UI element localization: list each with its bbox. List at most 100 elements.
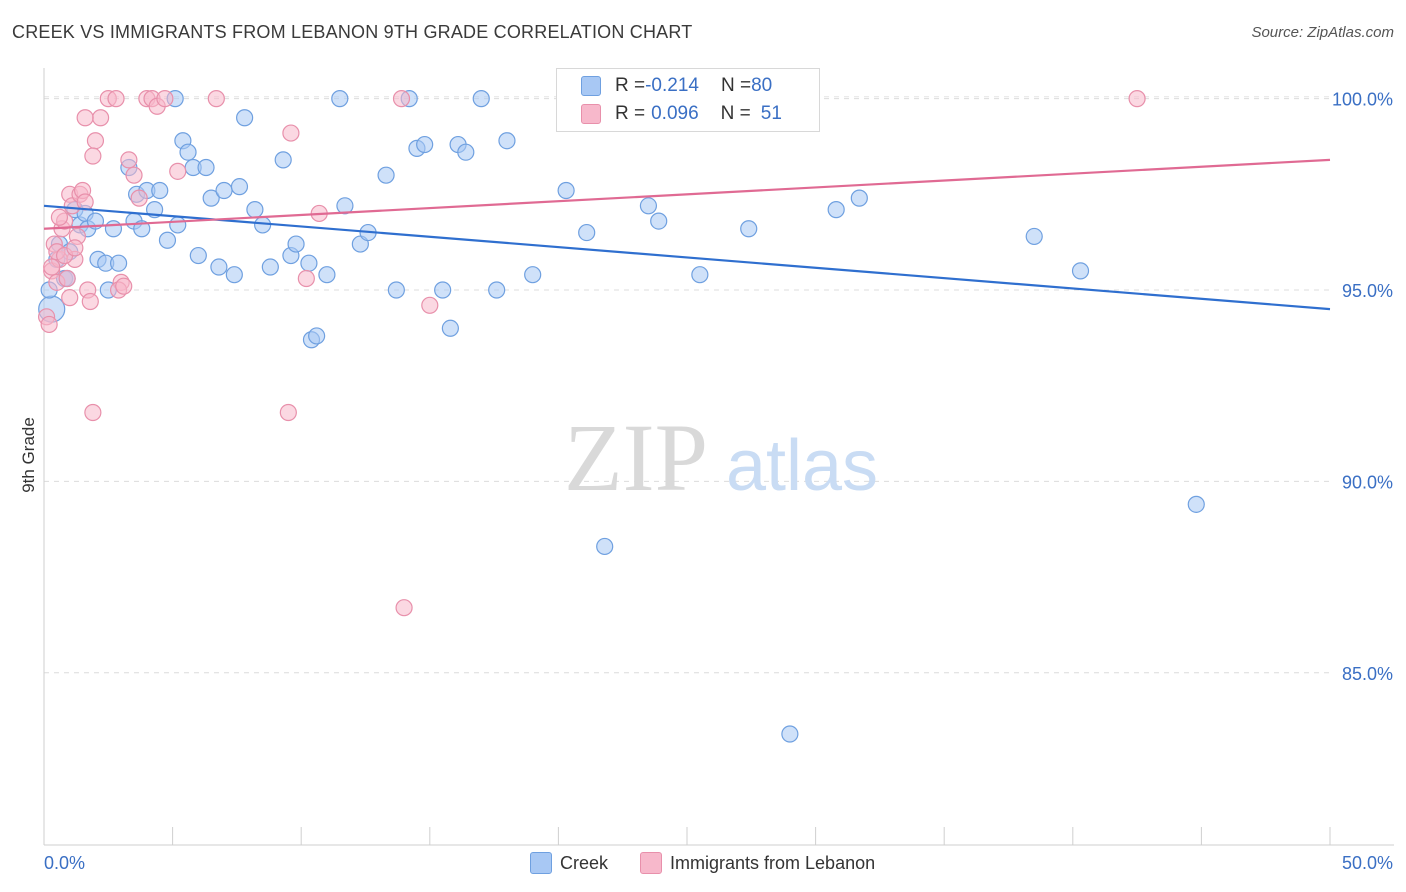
data-point: [81, 292, 99, 311]
x-tick-label: 0.0%: [44, 853, 85, 873]
legend-item-lebanon[interactable]: Immigrants from Lebanon: [640, 852, 875, 874]
stats-n-value: 80: [751, 75, 773, 96]
legend-label-creek: Creek: [560, 852, 609, 873]
data-point: [66, 239, 84, 257]
stats-r-value: -0.214: [645, 75, 699, 96]
y-tick-label: 90.0%: [1342, 472, 1393, 492]
data-point: [377, 166, 395, 184]
data-point: [279, 403, 297, 422]
data-point: [318, 266, 336, 284]
data-point: [40, 315, 58, 334]
data-point: [524, 266, 542, 284]
stats-n-label: N =: [720, 75, 752, 96]
x-tick-label: 50.0%: [1342, 853, 1393, 873]
data-point: [86, 132, 105, 150]
data-point: [300, 254, 318, 272]
source-label: Source: ZipAtlas.com: [1251, 24, 1394, 41]
data-point: [392, 90, 411, 108]
bottom-legend: Creek Immigrants from Lebanon: [530, 852, 897, 874]
data-point: [61, 289, 79, 307]
legend-swatch-creek: [530, 852, 552, 874]
data-point: [578, 223, 596, 242]
data-point: [441, 319, 459, 337]
data-point: [84, 147, 102, 165]
trend-lines: [43, 158, 1331, 311]
data-point: [691, 266, 709, 284]
stats-r-value: 0.096: [651, 103, 699, 124]
data-point: [387, 281, 405, 299]
data-point: [1187, 495, 1205, 513]
data-point: [197, 158, 215, 177]
data-point: [104, 220, 123, 238]
data-point: [151, 181, 169, 200]
stats-n-value: 51: [760, 103, 782, 124]
data-point: [84, 403, 102, 422]
data-point: [156, 90, 174, 108]
data-point: [781, 725, 799, 743]
data-point: [336, 197, 354, 215]
data-point: [639, 197, 658, 215]
data-point: [109, 254, 128, 272]
data-point: [91, 109, 110, 127]
stats-legend: R = -0.214 N = 80 R = 0.096 N = 51: [556, 68, 820, 132]
data-point: [107, 90, 125, 108]
data-point: [421, 296, 439, 314]
data-point: [1128, 90, 1146, 108]
series-lebanon: [37, 90, 1146, 617]
stats-row-lebanon: R = 0.096 N = 51: [581, 101, 782, 127]
data-point: [434, 281, 452, 299]
stats-row-creek: R = -0.214 N = 80: [581, 73, 773, 99]
legend-swatch-lebanon: [640, 852, 663, 874]
data-point: [207, 90, 225, 108]
stats-r-label: R =: [615, 75, 646, 96]
data-point: [1071, 262, 1090, 280]
data-point: [202, 189, 220, 207]
y-tick-label: 95.0%: [1342, 281, 1393, 301]
data-point: [225, 266, 243, 284]
data-point: [740, 220, 758, 238]
data-point: [58, 269, 76, 288]
data-point: [169, 162, 187, 180]
data-point: [472, 90, 490, 108]
y-tick-label: 100.0%: [1332, 90, 1393, 110]
data-point: [274, 151, 292, 169]
data-point: [282, 124, 300, 142]
legend-label-lebanon: Immigrants from Lebanon: [670, 852, 876, 873]
data-point: [210, 258, 228, 276]
data-point: [246, 201, 264, 219]
data-point: [457, 143, 475, 161]
stats-n-label: N =: [720, 103, 751, 124]
data-point: [557, 181, 575, 200]
axes: [43, 68, 1394, 846]
y-tick-label: 85.0%: [1342, 664, 1393, 684]
data-point: [596, 537, 614, 556]
data-point: [43, 258, 61, 276]
data-point: [395, 599, 413, 617]
data-point: [169, 216, 187, 234]
data-point: [827, 201, 845, 219]
watermark-atlas: atlas: [726, 426, 878, 506]
data-point: [254, 216, 272, 234]
data-point: [261, 258, 279, 276]
data-point: [488, 281, 506, 299]
stats-r-label: R =: [615, 103, 646, 124]
watermark-zip: ZIP: [564, 404, 708, 511]
stats-swatch-creek: [581, 76, 601, 96]
data-point: [287, 235, 305, 253]
chart-title: CREEK VS IMMIGRANTS FROM LEBANON 9TH GRA…: [12, 22, 693, 42]
data-point: [130, 189, 148, 207]
trend-line: [43, 204, 1331, 311]
data-point: [850, 189, 868, 207]
data-point: [308, 327, 326, 345]
data-point: [50, 208, 69, 226]
data-point: [1025, 227, 1043, 246]
trend-line: [43, 158, 1331, 230]
data-point: [331, 90, 349, 108]
legend-item-creek[interactable]: Creek: [530, 852, 608, 874]
y-axis-label: 9th Grade: [19, 417, 38, 493]
data-point: [297, 269, 315, 288]
data-point: [650, 212, 668, 230]
data-point: [215, 181, 233, 200]
data-point: [115, 277, 133, 295]
